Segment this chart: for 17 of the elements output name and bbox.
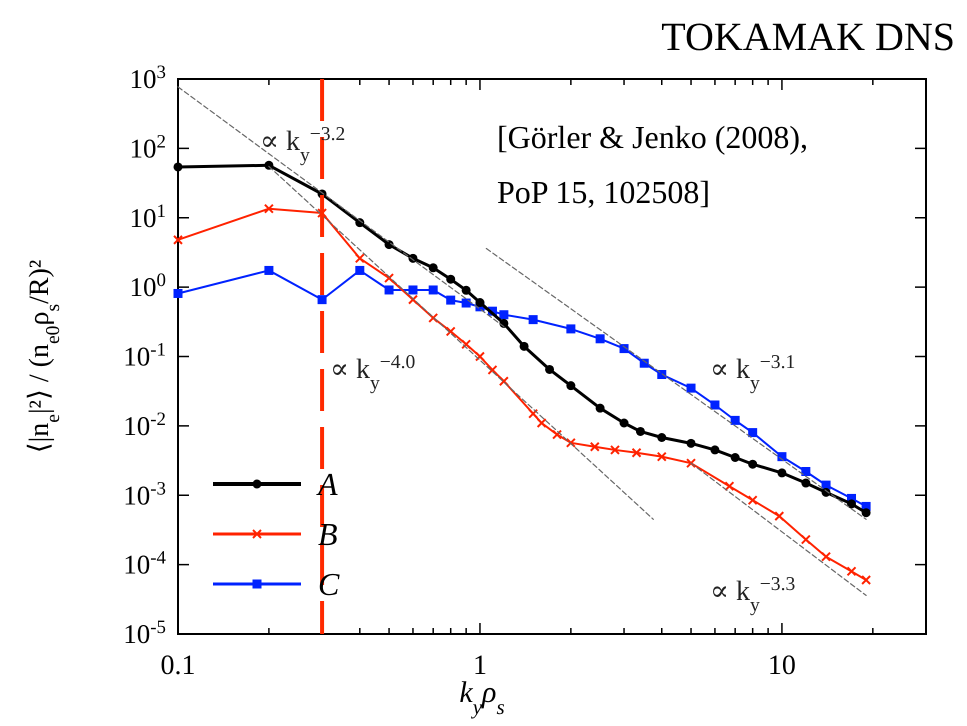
y-tick-label: 10$^{-1}$ [123, 339, 166, 372]
y-tick-label: 10$^{2}$ [130, 130, 166, 164]
y-tick-label: 10$^{-2}$ [123, 408, 166, 441]
y-tick-label: 10$^{1}$ [130, 200, 166, 233]
y-tick-label: 10$^{-4}$ [123, 547, 167, 580]
x-tick-label: 10 [768, 650, 796, 681]
y-tick-label: 10$^{-3}$ [123, 478, 166, 510]
annotation: [Görler & Jenko (2008), [497, 119, 808, 155]
legend-label: A [316, 466, 338, 502]
y-tick-label: 10$^{0}$ [130, 270, 166, 302]
chart-title: TOKAMAK DNS [661, 14, 955, 59]
y-tick-label: 10$^{-5}$ [123, 616, 166, 649]
annotation: PoP 15, 102508] [497, 174, 710, 210]
legend-label: B [318, 516, 338, 552]
legend-label: C [318, 566, 340, 602]
x-tick-label: 0.1 [160, 650, 196, 681]
y-tick-label: 10$^{3}$ [130, 62, 166, 94]
